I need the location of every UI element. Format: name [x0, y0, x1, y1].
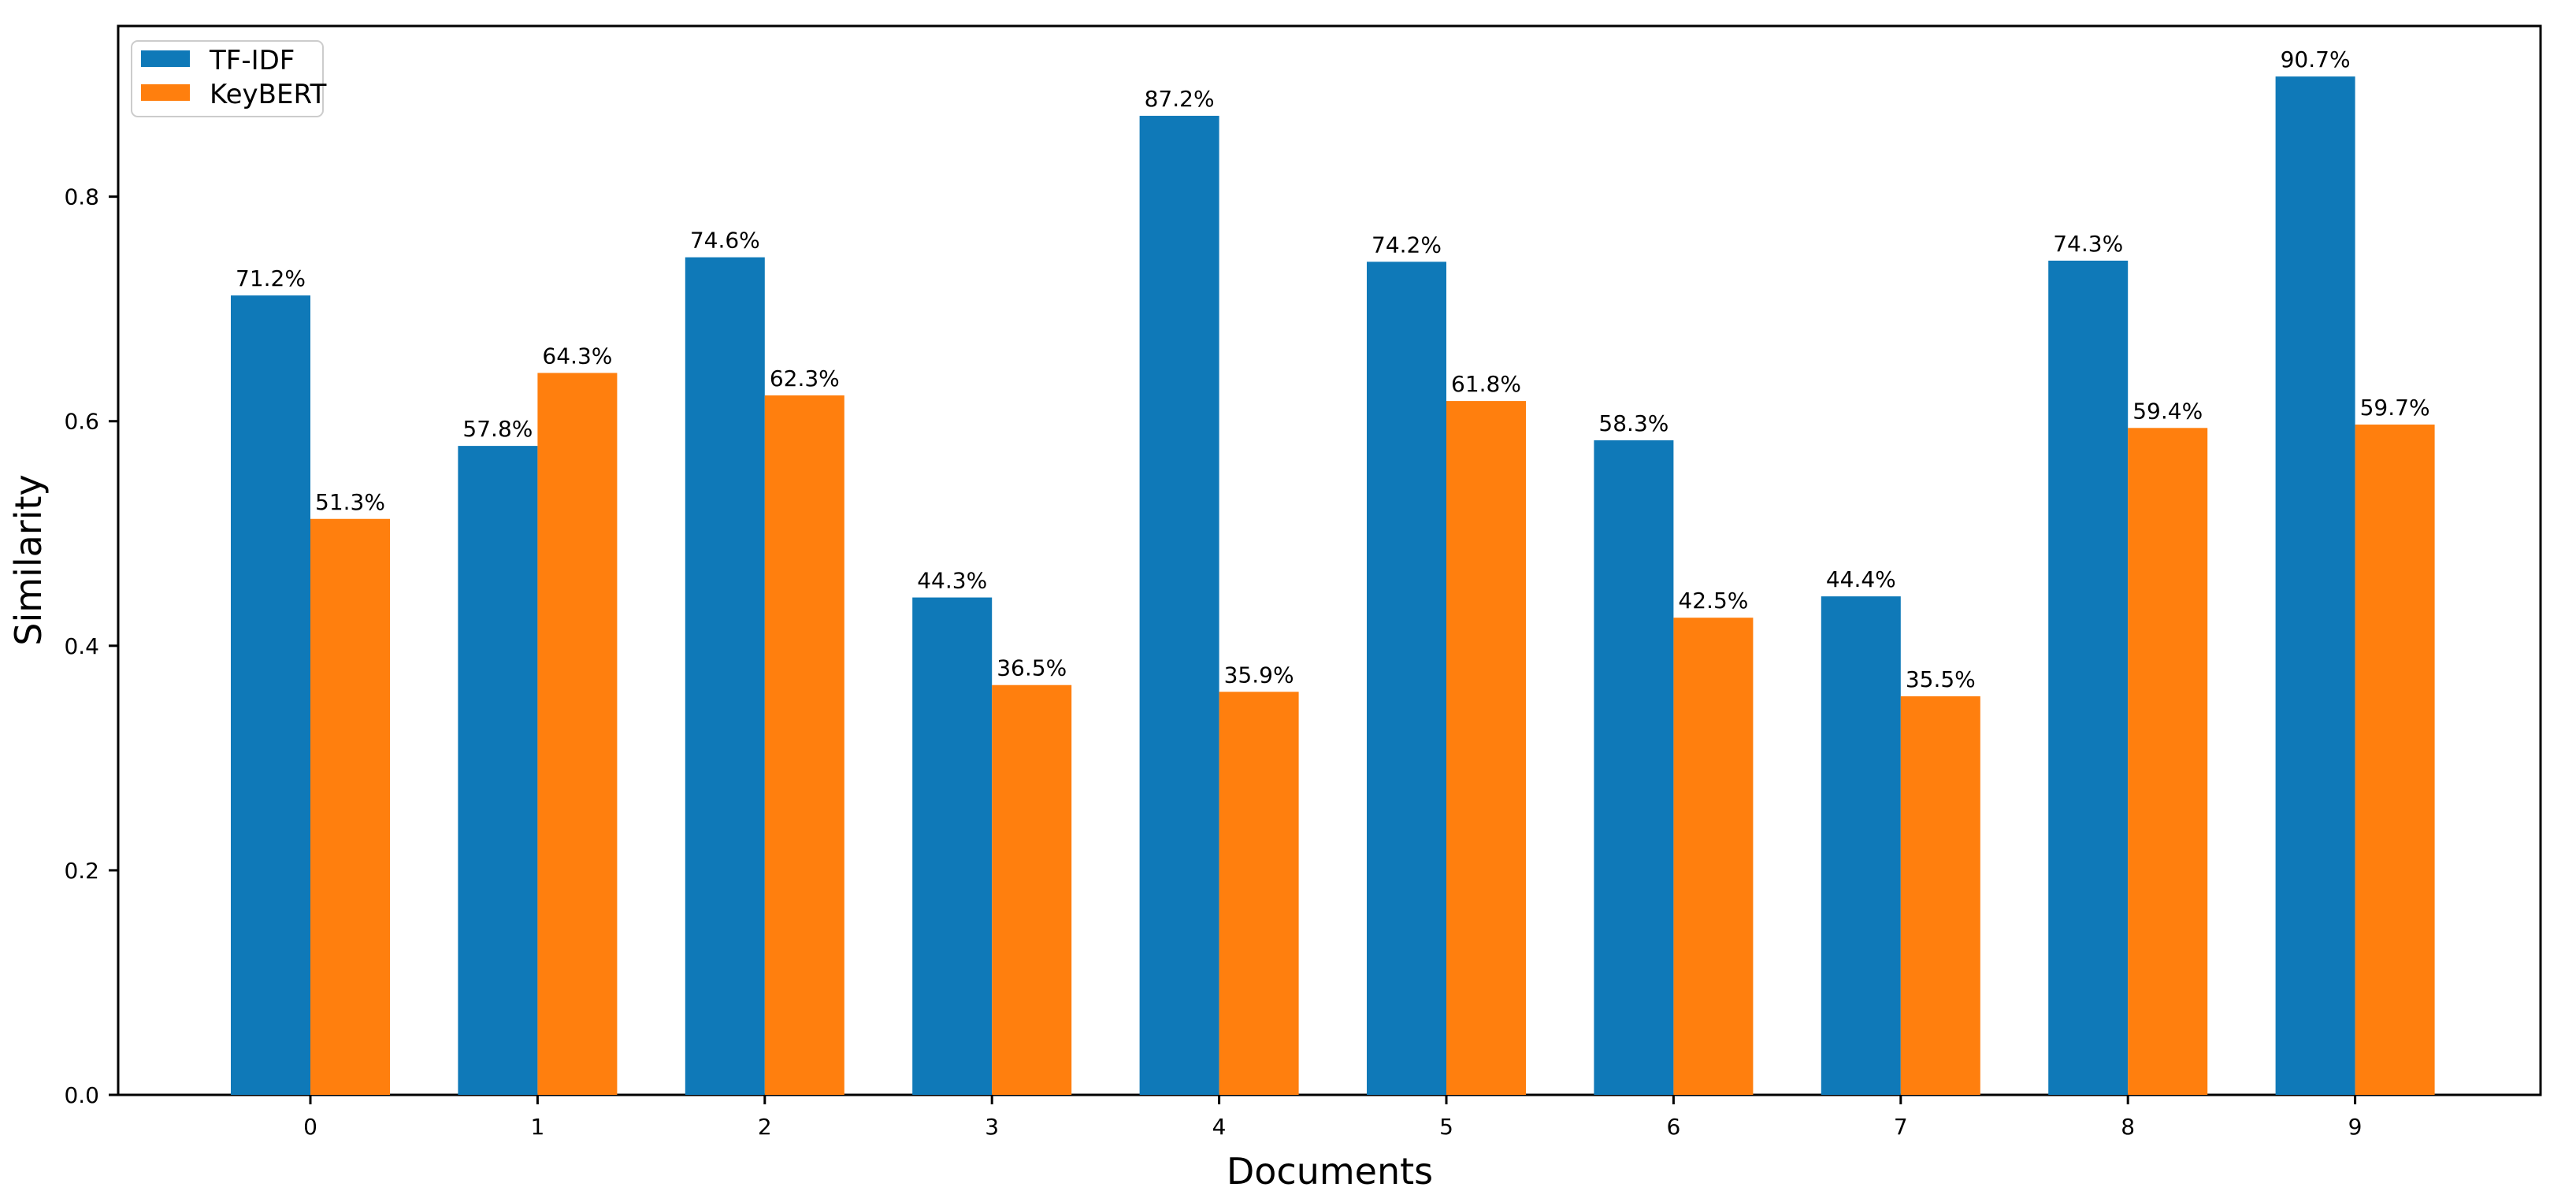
bar-keybert-6	[1673, 618, 1754, 1095]
bar-tfidf-8	[2048, 260, 2129, 1095]
bar-value-label: 44.3%	[917, 568, 987, 594]
bar-value-label: 74.2%	[1372, 232, 1442, 258]
bar-value-label: 51.3%	[315, 489, 385, 515]
x-axis-label: Documents	[1227, 1150, 1433, 1193]
plot-area-frame	[117, 24, 2542, 1096]
bar-value-label: 64.3%	[542, 343, 612, 369]
x-tick-label: 2	[758, 1114, 772, 1140]
bar-value-label: 57.8%	[462, 416, 533, 442]
legend-label-tfidf: TF-IDF	[209, 45, 295, 76]
bar-tfidf-4	[1139, 116, 1219, 1096]
legend: TF-IDF KeyBERT	[131, 40, 327, 117]
bar-keybert-0	[310, 518, 390, 1095]
x-tick-label: 3	[985, 1114, 999, 1140]
bar-value-label: 71.2%	[236, 265, 306, 291]
x-axis-ticks: 0 1 2 3 4 5 6 7 8 9	[303, 1095, 2363, 1140]
x-tick-label: 6	[1666, 1114, 1680, 1140]
bar-tfidf-7	[1821, 596, 1901, 1095]
y-tick-label: 0.2	[64, 858, 99, 884]
bar-value-label: 59.4%	[2132, 398, 2203, 424]
bar-value-label: 62.3%	[770, 365, 840, 391]
bar-tfidf-3	[912, 597, 993, 1095]
bar-keybert-5	[1446, 401, 1526, 1095]
bar-value-label: 87.2%	[1145, 86, 1215, 112]
bar-keybert-3	[992, 684, 1072, 1095]
bar-keybert-1	[537, 373, 618, 1095]
legend-label-keybert: KeyBERT	[210, 79, 327, 110]
bar-keybert-9	[2355, 425, 2435, 1095]
bar-value-label: 36.5%	[997, 655, 1067, 681]
bars-layer: 71.2% 57.8% 74.6% 44.3% 87.2% 74.2% 58.3% 44.4%…	[231, 46, 2435, 1096]
y-axis-ticks: 0.0 0.2 0.4 0.6 0.8	[64, 184, 118, 1108]
bar-value-label: 35.5%	[1906, 666, 1976, 692]
bar-value-label: 74.6%	[690, 228, 760, 254]
bar-tfidf-5	[1367, 262, 1446, 1095]
x-tick-label: 1	[530, 1114, 544, 1140]
y-axis-label: Similarity	[7, 474, 50, 646]
bar-value-label: 44.4%	[1826, 566, 1896, 592]
bar-value-label: 74.3%	[2053, 231, 2123, 257]
x-tick-label: 0	[303, 1114, 317, 1140]
bar-keybert-8	[2128, 428, 2208, 1095]
x-tick-label: 8	[2121, 1114, 2135, 1140]
bar-value-label: 61.8%	[1451, 371, 1521, 397]
bar-value-label: 58.3%	[1598, 410, 1668, 436]
bar-value-label: 90.7%	[2281, 46, 2351, 72]
bar-tfidf-6	[1594, 440, 1674, 1095]
bar-keybert-7	[1900, 696, 1980, 1095]
y-tick-label: 0.6	[64, 409, 99, 435]
x-tick-label: 9	[2348, 1114, 2363, 1140]
bar-value-label: 35.9%	[1224, 662, 1294, 688]
bar-tfidf-9	[2275, 76, 2355, 1095]
bar-value-label: 59.7%	[2360, 395, 2430, 421]
y-tick-label: 0.0	[64, 1082, 99, 1108]
bar-tfidf-0	[231, 295, 310, 1095]
y-tick-label: 0.8	[64, 184, 99, 210]
bar-value-label: 42.5%	[1678, 588, 1748, 614]
x-tick-label: 5	[1439, 1114, 1453, 1140]
legend-swatch-keybert	[141, 84, 190, 101]
legend-swatch-tfidf	[141, 50, 190, 67]
x-tick-label: 7	[1894, 1114, 1908, 1140]
bar-tfidf-2	[685, 257, 765, 1095]
x-tick-label: 4	[1212, 1114, 1227, 1140]
y-tick-label: 0.4	[64, 633, 99, 659]
bar-keybert-2	[764, 395, 844, 1095]
bar-tfidf-1	[458, 446, 538, 1095]
bar-keybert-4	[1219, 692, 1299, 1095]
